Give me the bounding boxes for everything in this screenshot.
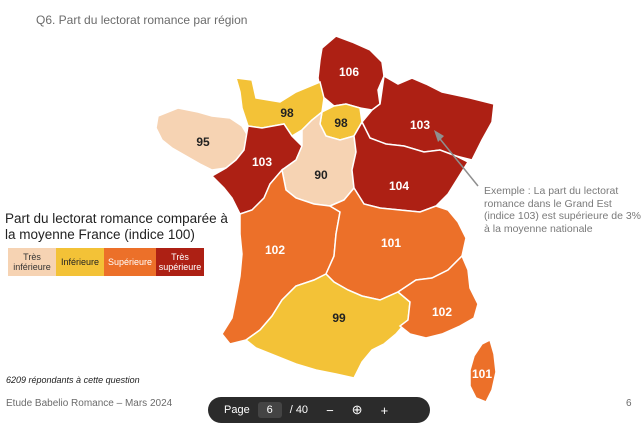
region-provence-alpes-cote-d-azur[interactable] xyxy=(396,254,479,339)
respondents-note: 6209 répondants à cette question xyxy=(6,375,140,385)
legend-title: Part du lectorat romance comparée à la m… xyxy=(5,211,228,242)
zoom-out-icon[interactable]: − xyxy=(326,402,334,418)
legend-item-tres-inferieure: Très inférieure xyxy=(8,248,56,276)
page-total: / 40 xyxy=(289,404,309,416)
value-nouvelle-aquitaine: 102 xyxy=(265,243,285,257)
region-corse[interactable] xyxy=(469,338,497,403)
value-ile-de-france: 98 xyxy=(334,116,348,130)
value-bourgogne-franche-comte: 104 xyxy=(389,179,409,193)
zoom-icon[interactable]: ⊕ xyxy=(351,402,363,417)
value-grand-est: 103 xyxy=(410,118,430,132)
value-bretagne: 95 xyxy=(196,135,210,149)
value-hauts-de-france: 106 xyxy=(339,65,359,79)
value-pays-de-la-loire: 103 xyxy=(252,155,272,169)
value-normandie: 98 xyxy=(280,106,294,120)
value-corse: 101 xyxy=(472,367,492,381)
footer-text: Etude Babelio Romance – Mars 2024 xyxy=(6,398,173,409)
value-occitanie: 99 xyxy=(332,311,346,325)
annotation-arrow xyxy=(435,133,479,187)
slide-page-number: 6 xyxy=(626,398,632,409)
value-centre-val-de-loire: 90 xyxy=(314,168,328,182)
annotation-text: Exemple : La part du lectorat romance da… xyxy=(484,185,642,235)
page-label: Page xyxy=(224,404,250,416)
page-navigation-bar: Page 6 / 40 − ⊕ + xyxy=(208,397,430,423)
value-provence-alpes-cote-d-azur: 102 xyxy=(432,305,452,319)
legend-item-tres-superieure: Très supérieure xyxy=(156,248,204,276)
france-regions-map: 106 98 98 103 95 103 90 104 102 101 99 1… xyxy=(155,35,497,403)
legend-item-superieure: Supérieure xyxy=(104,248,156,276)
slide-title: Q6. Part du lectorat romance par région xyxy=(36,13,248,27)
page-input[interactable]: 6 xyxy=(257,402,282,418)
legend-item-inferieure: Inférieure xyxy=(56,248,104,276)
zoom-in-icon[interactable]: + xyxy=(380,402,389,418)
value-auvergne-rhone-alpes: 101 xyxy=(381,236,401,250)
annotation-arrowhead xyxy=(434,130,444,142)
